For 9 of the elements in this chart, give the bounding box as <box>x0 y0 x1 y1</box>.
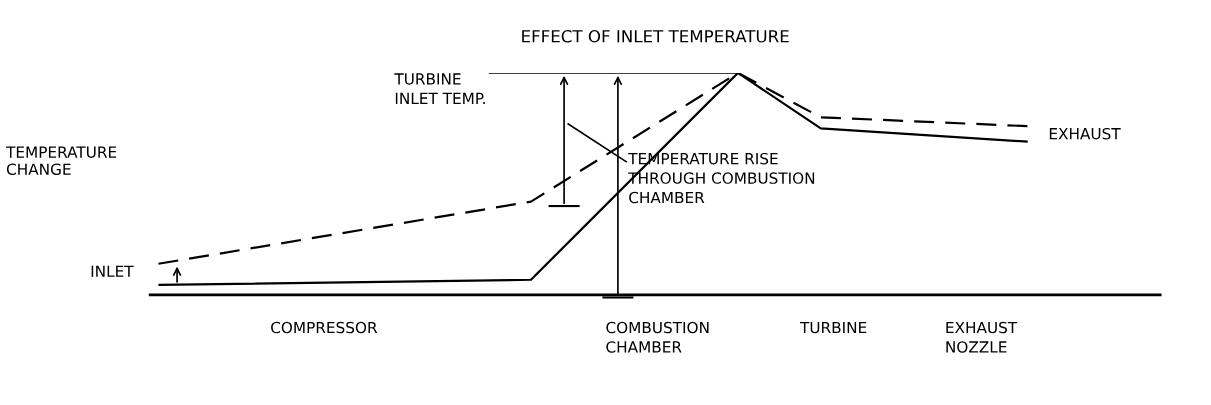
text: EXHAUST NOZZLE <box>946 321 1018 353</box>
text: INLET <box>91 265 134 277</box>
text: COMBUSTION CHAMBER <box>606 321 709 353</box>
text: COMPRESSOR <box>271 321 378 334</box>
y-axis-title: TEMPERATURE CHANGE <box>6 146 117 175</box>
annotation: TURBINE INLET TEMP. <box>394 73 485 104</box>
text: TURBINE <box>799 321 867 334</box>
chart-title: EFFECT OF INLET TEMPERATURE <box>522 29 789 43</box>
text: EXHAUST <box>1049 127 1121 140</box>
